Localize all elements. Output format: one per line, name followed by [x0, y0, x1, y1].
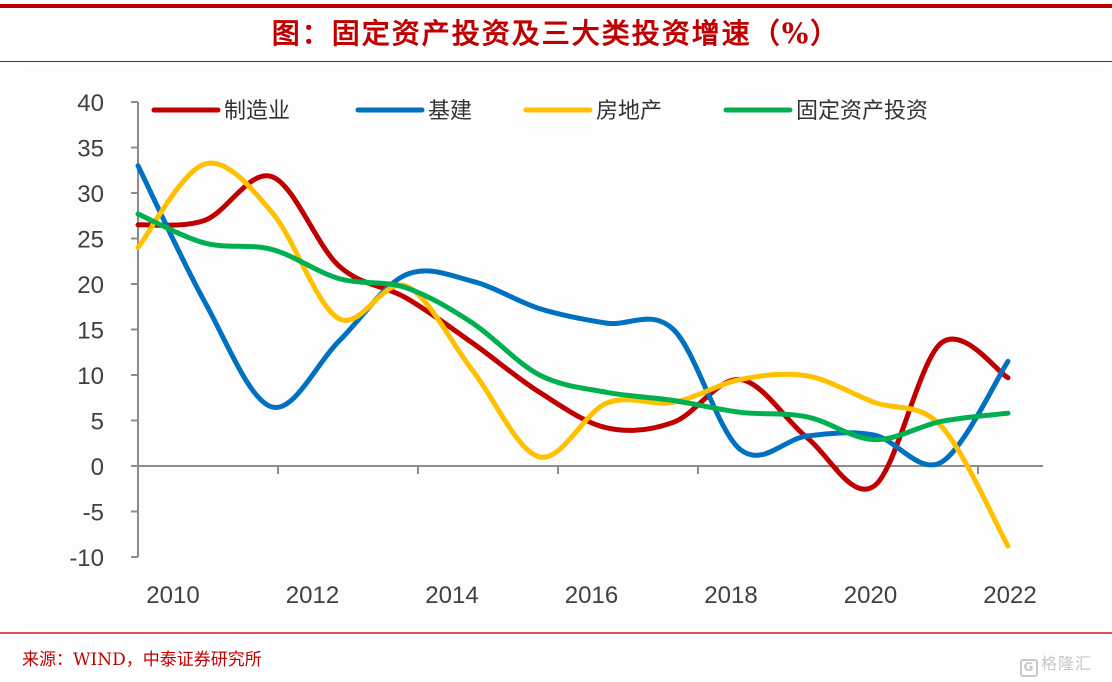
legend-label: 房地产: [596, 99, 662, 124]
title-rule: [0, 61, 1112, 62]
bottom-rule: [0, 632, 1112, 634]
y-tick-label: 25: [77, 227, 104, 254]
legend-label: 制造业: [224, 99, 290, 124]
y-tick-label: 30: [77, 181, 104, 208]
x-tick-label: 2016: [565, 582, 618, 609]
x-tick-label: 2022: [983, 582, 1036, 609]
watermark-text: 格隆汇: [1040, 654, 1092, 673]
axes: 40 35 30 25 20 15 10 5 0 -5 -10 2010 2012 2014 2016 201…: [69, 90, 1043, 609]
source-note: 来源：WIND，中泰证券研究所: [22, 650, 262, 670]
legend-label: 固定资产投资: [796, 99, 928, 124]
x-tick-label: 2020: [844, 582, 897, 609]
series-line-3: [135, 211, 1011, 443]
series-lines: [135, 160, 1011, 549]
series-line-2: [135, 160, 1011, 549]
watermark-logo-icon: G: [1019, 659, 1038, 677]
x-tick-label: 2014: [425, 582, 478, 609]
y-tick-label: 15: [77, 318, 104, 345]
legend-label: 基建: [428, 99, 472, 124]
y-tick-label: 0: [91, 454, 104, 481]
y-tick-label: 10: [77, 363, 104, 390]
y-tick-label: 40: [77, 90, 104, 117]
watermark: G 格隆汇: [1019, 650, 1092, 677]
x-tick-label: 2012: [286, 582, 339, 609]
y-tick-label: 5: [91, 409, 104, 436]
x-tick-label: 2010: [146, 582, 199, 609]
y-tick-label: -5: [83, 500, 104, 527]
y-tick-label: 35: [77, 136, 104, 163]
series-line-0: [135, 173, 1011, 492]
chart-title: 图：固定资产投资及三大类投资增速（%）: [271, 17, 841, 50]
plot-area: [18, 68, 1104, 628]
legend: 制造业 基建 房地产 固定资产投资: [151, 99, 928, 124]
y-tick-label: 20: [77, 272, 104, 299]
top-rule: [0, 4, 1112, 8]
y-tick-label: -10: [69, 545, 104, 572]
series-line-1: [135, 163, 1011, 468]
x-tick-label: 2018: [704, 582, 757, 609]
